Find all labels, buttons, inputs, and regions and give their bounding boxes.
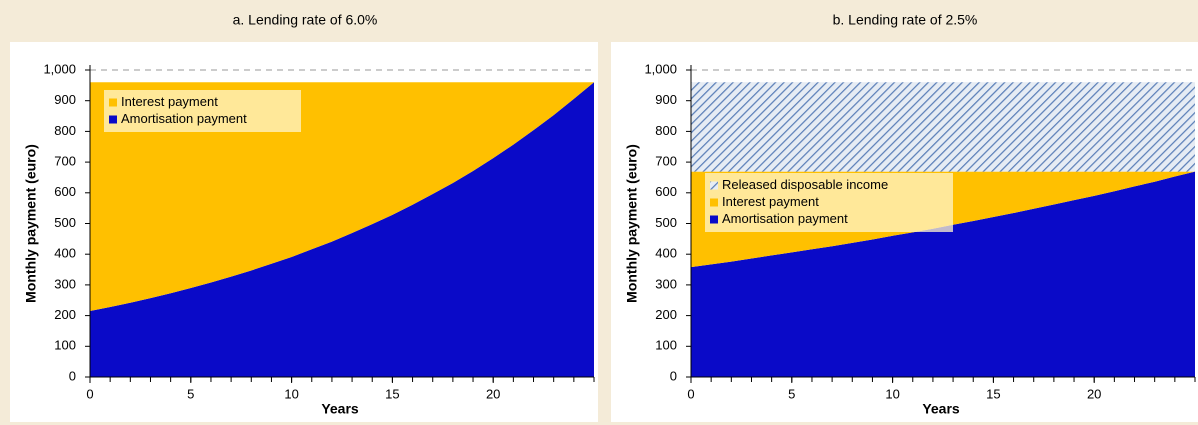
x-axis-label: Years bbox=[922, 401, 960, 417]
y-tick-label: 900 bbox=[655, 92, 677, 107]
y-tick-label: 400 bbox=[655, 246, 677, 261]
y-tick-label: 0 bbox=[69, 368, 76, 383]
y-tick-label: 600 bbox=[54, 184, 76, 199]
y-tick-label: 1,000 bbox=[644, 61, 677, 76]
x-tick-label: 10 bbox=[284, 386, 298, 401]
x-axis-label: Years bbox=[321, 401, 359, 417]
y-tick-label: 300 bbox=[655, 276, 677, 291]
x-tick-label: 0 bbox=[86, 386, 93, 401]
legend-label: Amortisation payment bbox=[121, 111, 247, 126]
area bbox=[691, 171, 1195, 377]
legend-box bbox=[705, 173, 953, 232]
y-tick-label: 200 bbox=[54, 307, 76, 322]
x-tick-label: 15 bbox=[986, 386, 1000, 401]
x-tick-label: 5 bbox=[788, 386, 795, 401]
y-tick-label: 300 bbox=[54, 276, 76, 291]
legend-box bbox=[104, 90, 301, 132]
y-tick-label: 500 bbox=[54, 215, 76, 230]
y-tick-label: 0 bbox=[670, 368, 677, 383]
chart-title: b. Lending rate of 2.5% bbox=[833, 12, 978, 28]
legend-swatch bbox=[109, 115, 117, 124]
y-tick-label: 800 bbox=[655, 123, 677, 138]
x-tick-label: 5 bbox=[187, 386, 194, 401]
area bbox=[691, 82, 1195, 172]
y-tick-label: 500 bbox=[655, 215, 677, 230]
y-tick-label: 700 bbox=[54, 154, 76, 169]
legend-label: Interest payment bbox=[722, 194, 819, 209]
x-tick-label: 10 bbox=[885, 386, 899, 401]
y-tick-label: 800 bbox=[54, 123, 76, 138]
y-axis-label: Monthly payment (euro) bbox=[23, 144, 39, 303]
legend-swatch bbox=[710, 198, 718, 207]
y-tick-label: 100 bbox=[655, 338, 677, 353]
x-tick-label: 0 bbox=[687, 386, 694, 401]
y-tick-label: 400 bbox=[54, 246, 76, 261]
legend-swatch bbox=[710, 181, 718, 190]
legend-label: Amortisation payment bbox=[722, 211, 848, 226]
y-tick-label: 1,000 bbox=[43, 61, 76, 76]
legend-label: Interest payment bbox=[121, 94, 218, 109]
y-axis-label: Monthly payment (euro) bbox=[624, 144, 640, 303]
y-tick-label: 600 bbox=[655, 184, 677, 199]
legend-swatch bbox=[710, 215, 718, 224]
x-tick-label: 15 bbox=[385, 386, 399, 401]
x-tick-label: 20 bbox=[1087, 386, 1101, 401]
area bbox=[90, 82, 594, 377]
legend-label: Released disposable income bbox=[722, 177, 888, 192]
y-tick-label: 900 bbox=[54, 92, 76, 107]
y-tick-label: 700 bbox=[655, 154, 677, 169]
legend-swatch bbox=[109, 98, 117, 107]
x-tick-label: 20 bbox=[486, 386, 500, 401]
chart-title: a. Lending rate of 6.0% bbox=[233, 12, 378, 28]
y-tick-label: 100 bbox=[54, 338, 76, 353]
y-tick-label: 200 bbox=[655, 307, 677, 322]
area bbox=[90, 82, 594, 311]
